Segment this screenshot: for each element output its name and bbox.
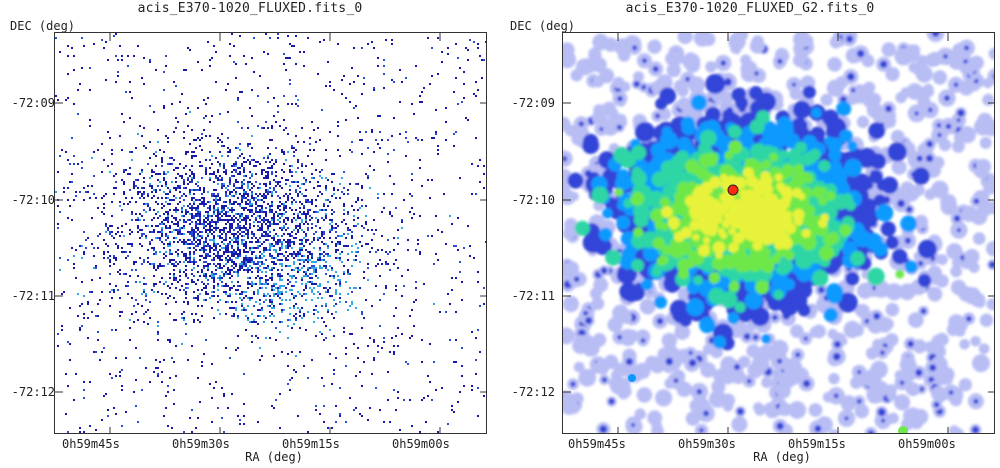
right-ytick-label: -72:11 bbox=[511, 289, 555, 303]
left-ytick-label: -72:10 bbox=[11, 193, 55, 207]
left-image-plot[interactable] bbox=[54, 32, 487, 434]
left-ytick-label: -72:11 bbox=[11, 289, 55, 303]
right-image-plot[interactable] bbox=[562, 32, 995, 434]
left-ytick-label: -72:09 bbox=[11, 96, 55, 110]
left-xtick-label: 0h59m00s bbox=[392, 437, 450, 451]
right-xtick-label: 0h59m00s bbox=[898, 437, 956, 451]
right-image-canvas bbox=[563, 33, 994, 433]
right-ytick-label: -72:09 bbox=[511, 96, 555, 110]
left-image-canvas bbox=[55, 33, 486, 433]
left-xtick-label: 0h59m45s bbox=[62, 437, 120, 451]
right-x-axis-label: RA (deg) bbox=[753, 450, 811, 464]
right-image-panel: acis_E370-1020_FLUXED_G2.fits_0 DEC (deg… bbox=[500, 0, 1000, 468]
left-xtick-label: 0h59m15s bbox=[282, 437, 340, 451]
right-xtick-label: 0h59m30s bbox=[678, 437, 736, 451]
left-x-axis-label: RA (deg) bbox=[245, 450, 303, 464]
right-y-axis-label: DEC (deg) bbox=[510, 19, 576, 33]
left-xtick-label: 0h59m30s bbox=[172, 437, 230, 451]
right-ytick-label: -72:12 bbox=[511, 385, 555, 399]
left-panel-title: acis_E370-1020_FLUXED.fits_0 bbox=[137, 1, 363, 16]
left-ytick-label: -72:12 bbox=[11, 385, 55, 399]
left-y-axis-label: DEC (deg) bbox=[10, 19, 76, 33]
right-panel-title: acis_E370-1020_FLUXED_G2.fits_0 bbox=[625, 1, 875, 16]
right-xtick-label: 0h59m45s bbox=[568, 437, 626, 451]
right-xtick-label: 0h59m15s bbox=[788, 437, 846, 451]
left-image-panel: acis_E370-1020_FLUXED.fits_0 DEC (deg) -… bbox=[10, 1, 487, 464]
right-ytick-label: -72:10 bbox=[511, 193, 555, 207]
